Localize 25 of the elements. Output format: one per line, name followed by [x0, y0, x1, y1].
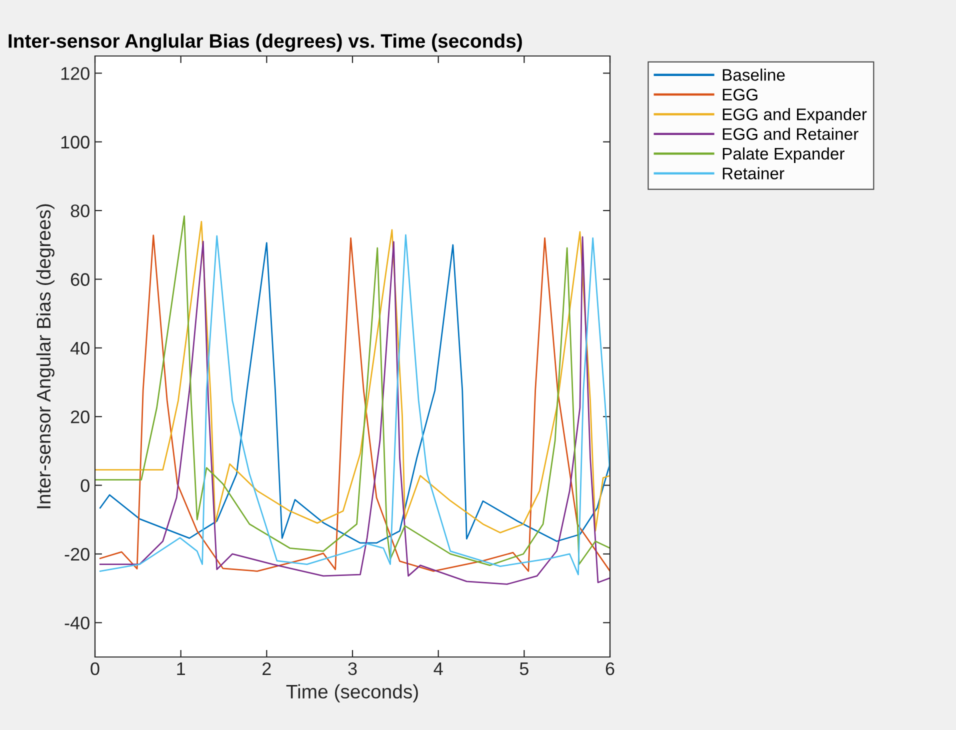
x-tick-label: 6: [606, 662, 614, 676]
legend-label: EGG: [722, 88, 758, 101]
chart-title: Inter-sensor Anglular Bias (degrees) vs. Time (seconds): [8, 34, 522, 52]
y-tick-label: 100: [61, 136, 90, 149]
x-tick-label: 3: [348, 662, 357, 676]
legend-label: Baseline: [722, 68, 785, 81]
y-axis-title: Inter-sensor Angular Bias (degrees): [36, 204, 54, 508]
legend-label: EGG and Expander: [722, 108, 867, 124]
y-tick-label: -20: [64, 548, 90, 561]
y-tick-label: 40: [70, 342, 90, 355]
y-tick-label: -40: [64, 616, 90, 630]
legend-label: EGG and Retainer: [722, 128, 858, 140]
y-tick-label: 20: [70, 410, 90, 424]
x-axis-title: Time (seconds): [286, 684, 418, 702]
x-tick-label: 5: [520, 662, 528, 676]
y-tick-label: 60: [70, 273, 90, 286]
x-tick-label: 2: [262, 662, 271, 675]
legend-label: Retainer: [722, 167, 784, 180]
x-tick-label: 4: [434, 662, 443, 675]
legend-label: Palate Expander: [722, 147, 844, 163]
x-tick-label: 1: [177, 662, 185, 675]
y-tick-label: 0: [80, 479, 90, 492]
y-tick-label: 80: [70, 204, 90, 218]
x-tick-label: 0: [90, 662, 100, 676]
y-tick-label: 120: [61, 67, 90, 80]
